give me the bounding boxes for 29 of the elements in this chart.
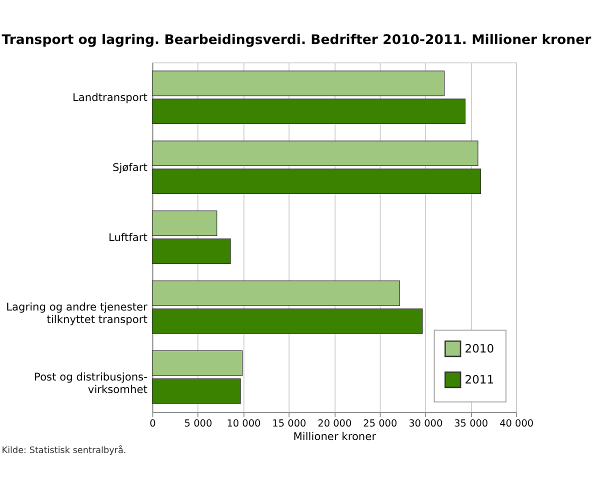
y-tick-label: Sjøfart — [112, 160, 148, 174]
x-tick-label: 40 000 — [500, 418, 534, 430]
x-tick-label: 0 — [150, 418, 156, 430]
bar — [152, 350, 243, 376]
y-tick-label: Lagring og andre tjenester tilknyttet transport — [6, 300, 148, 326]
y-tick-label: Luftfart — [108, 230, 148, 244]
bar — [152, 140, 478, 166]
bar — [152, 308, 423, 334]
x-tick-label: 15 000 — [272, 418, 306, 430]
x-tick-label: 5 000 — [184, 418, 212, 430]
x-axis-title: Millioner kroner — [293, 430, 377, 443]
chart-title: Transport og lagring. Bearbeidingsverdi. Bedrifter 2010-2011. Millioner kroner — [2, 32, 592, 48]
legend-label: 2010 — [464, 341, 494, 356]
y-tick-label: Landtransport — [72, 90, 148, 104]
bar — [152, 168, 481, 194]
bar — [152, 378, 241, 404]
bar — [152, 210, 218, 236]
legend-label: 2011 — [464, 372, 494, 386]
x-tick-label: 20 000 — [318, 418, 352, 430]
bar — [152, 280, 400, 306]
x-tick-label: 25 000 — [363, 418, 398, 430]
text: Kilde: Statistisk sentralbyrå. — [2, 444, 126, 456]
x-tick-label: 30 000 — [408, 418, 443, 430]
y-tick-label: Post og distribusjons- virksomhet — [34, 370, 148, 396]
bar — [152, 238, 231, 264]
x-tick-label: 35 000 — [454, 418, 488, 430]
bar — [152, 70, 445, 96]
bar — [152, 98, 466, 124]
x-tick-label: 10 000 — [226, 418, 261, 430]
